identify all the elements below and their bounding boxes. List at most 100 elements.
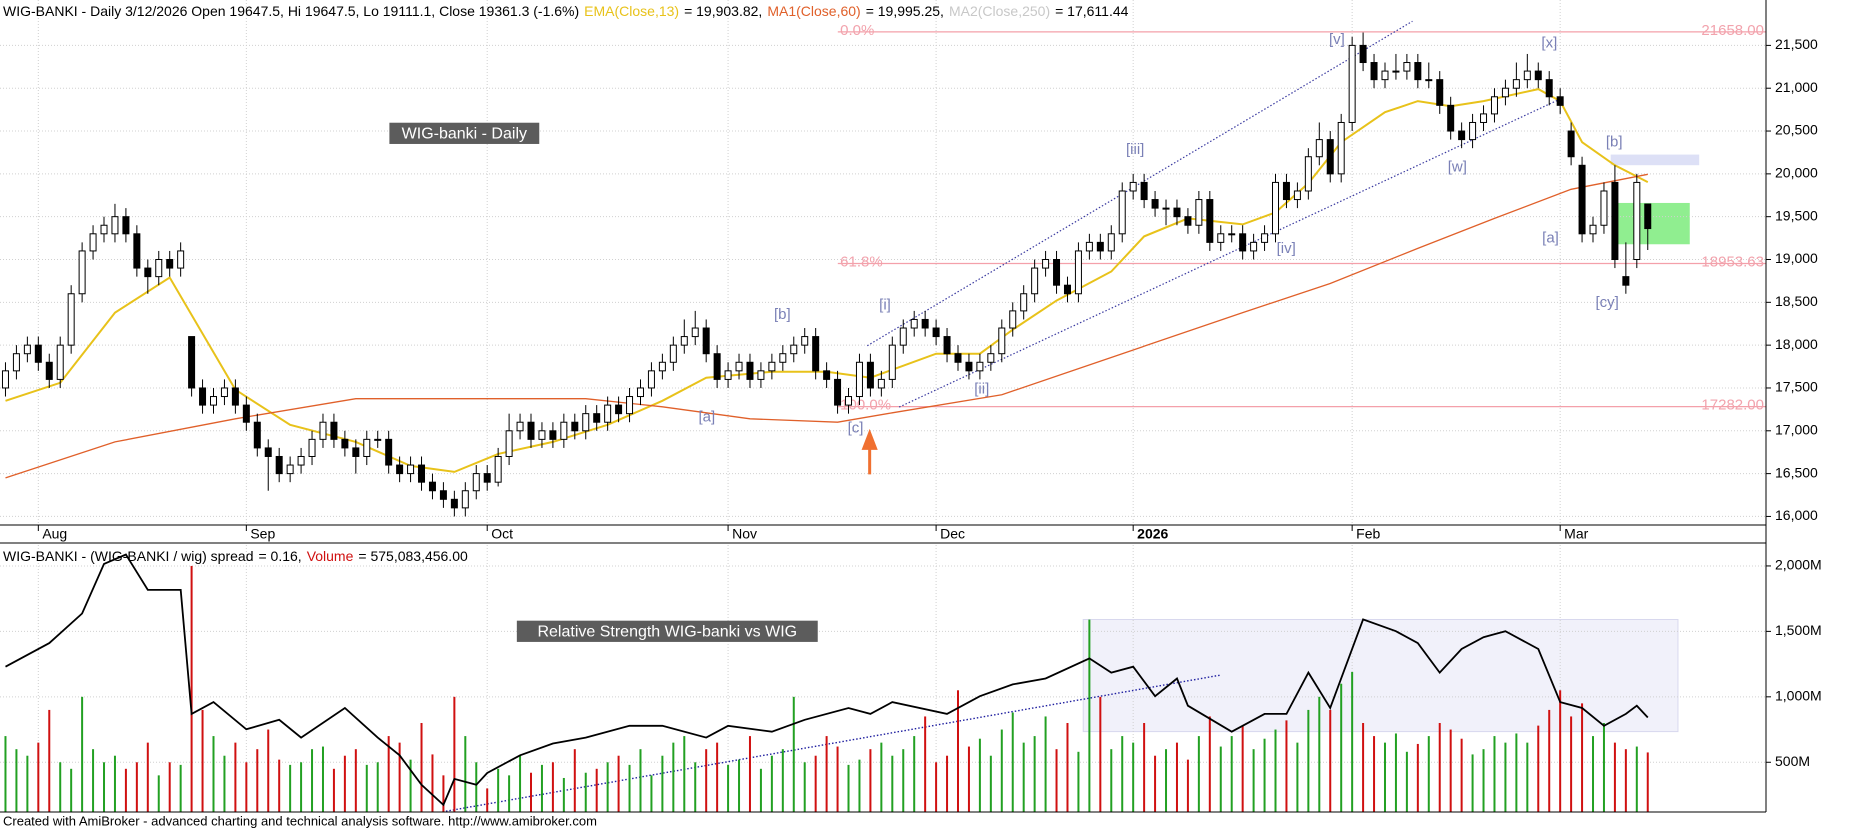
volume-bar [486,788,489,812]
candle-body [45,361,53,380]
candle-body [987,353,995,363]
volume-bar [475,762,478,812]
candle-body [308,438,316,457]
candle-body [23,344,31,355]
volume-bar [1252,749,1255,812]
volume-bar [508,775,511,812]
y-tick-label: 500M [1775,753,1810,769]
volume-bar [1504,742,1507,812]
candle-body [1370,62,1378,81]
volume-bar [738,759,741,812]
volume-bar [59,762,62,812]
indicator-line [5,173,1648,479]
candle-body [341,438,349,449]
legend-value: = 0.16, [258,548,301,564]
volume-bar [617,755,620,812]
candle-body [998,327,1006,355]
candle-body [242,404,250,423]
wave-label: [a] [698,409,715,426]
volume-bar [847,764,850,812]
candle-body [834,378,842,406]
volume-bar [1077,751,1080,812]
fib-value: 18953.63 [1701,253,1764,270]
candle-body [472,473,480,492]
candle-body [1315,139,1323,158]
candle-body [319,421,327,440]
volume-bar [956,690,959,812]
candle-body [461,490,469,509]
volume-bar [967,746,970,812]
wave-label: [b] [1606,134,1623,151]
volume-bar [4,736,7,812]
volume-bar [1613,742,1616,812]
candle-body [450,498,458,509]
volume-bar [628,764,631,812]
volume-bar [1526,742,1529,812]
chart-title: WIG-BANKI - Daily 3/12/2026 Open 19647.5… [3,3,1129,19]
candle-body [888,344,896,380]
candle-body [1633,181,1641,261]
candle-body [439,490,447,500]
candle-body [297,455,305,466]
candle-body [516,421,524,432]
candle-body [1523,70,1531,81]
volume-bar [103,762,106,812]
legend-name: MA1(Close,60) [767,3,860,19]
volume-bar [1537,725,1540,812]
candle-body [188,336,196,389]
volume-bar [1296,742,1299,812]
candle-body [264,447,272,457]
candle-body [166,259,174,269]
volume-bar [37,742,40,812]
volume-bar [1635,746,1638,812]
candle-body [845,396,853,406]
volume-bar [1340,683,1343,812]
volume-bar [453,696,456,812]
candle-body [1304,156,1312,192]
label-box [389,122,540,144]
volume-bar [464,736,467,812]
volume-bar [1022,742,1025,812]
volume-bar [540,764,543,812]
candle-body [790,344,798,355]
y-tick-label: 16,500 [1775,464,1818,480]
volume-bar [398,742,401,812]
volume-bar [891,755,894,812]
wave-label: [iii] [1126,141,1144,158]
candle-body [1600,190,1608,226]
candle-body [812,336,820,372]
volume-bar [1460,738,1463,812]
volume-bar [1186,759,1189,812]
fib-label: 61.8% [840,253,883,270]
volume-bar [935,762,938,812]
candle-body [549,430,557,440]
candle-body [1228,233,1236,236]
candle-body [1184,216,1192,226]
y-tick-label: 19,000 [1775,250,1818,266]
volume-bar [157,775,160,812]
volume-bar [179,764,182,812]
volume-bar [1088,619,1091,812]
volume-bar [1263,738,1266,812]
candle-body [1337,121,1345,175]
candle-body [177,250,185,269]
candle-body [155,259,163,278]
candle-body [1381,70,1389,81]
volume-bar [442,775,445,812]
volume-bar [1011,712,1014,812]
volume-bar [1099,696,1102,812]
volume-bar [81,696,84,812]
x-tick-label: Dec [940,526,965,542]
candle-body [1425,79,1433,82]
candle-body [626,396,634,415]
fib-value: 17282.00 [1701,397,1764,414]
volume-bar [1055,749,1058,812]
volume-bar [212,736,215,812]
candle-body [1611,181,1619,261]
x-tick-label: Sep [250,526,275,542]
volume-bar [343,755,346,812]
volume-bar [1000,729,1003,812]
legend-name: EMA(Close,13) [584,3,679,19]
candle-body [1644,203,1652,230]
candle-body [855,361,863,398]
